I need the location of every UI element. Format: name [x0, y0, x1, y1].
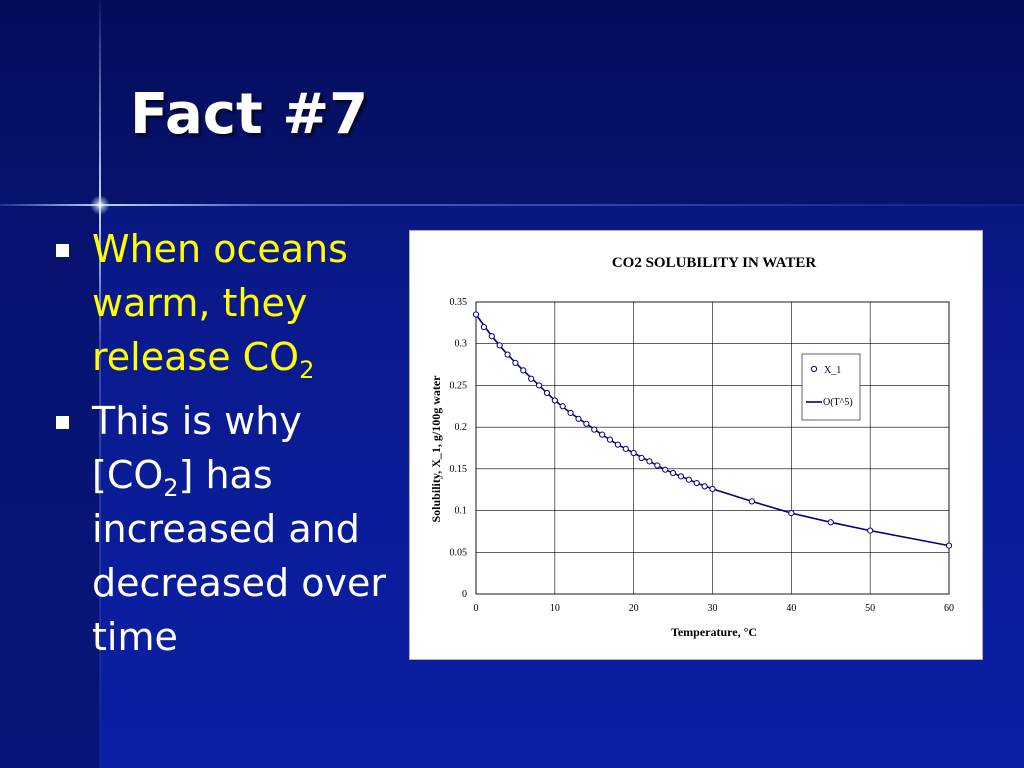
data-point — [504, 351, 511, 358]
x-tick-label: 50 — [865, 603, 875, 614]
data-point — [528, 375, 535, 382]
data-points — [472, 311, 953, 549]
x-tick-label: 10 — [550, 603, 560, 614]
data-point — [543, 389, 551, 397]
y-tick-label: 0.35 — [450, 297, 468, 308]
legend-label-2: O(T^5) — [823, 397, 853, 408]
bullet-2-text: This is why [CO — [92, 399, 302, 497]
data-point — [614, 441, 621, 448]
decor-vertical-line — [99, 0, 101, 768]
y-tick-label: 0 — [462, 589, 467, 600]
title-band — [0, 0, 1024, 205]
data-point — [693, 479, 700, 487]
decor-horizontal-line — [0, 204, 1024, 206]
decor-star-icon — [90, 195, 110, 215]
data-point — [748, 498, 756, 505]
slide-title: Fact #7 — [130, 82, 369, 147]
plot-area-border — [475, 301, 950, 595]
data-point — [654, 462, 661, 469]
y-tick-label: 0.15 — [450, 464, 468, 475]
x-tick-label: 20 — [629, 603, 639, 614]
data-point — [867, 527, 874, 534]
x-tick-labels: 0 10 20 30 40 50 60 — [474, 603, 955, 614]
bullet-1-text: When oceans warm, they release CO — [92, 227, 348, 379]
chart-title: CO2 SOLUBILITY IN WATER — [612, 255, 817, 271]
data-point — [480, 323, 487, 331]
data-point — [709, 485, 716, 492]
data-point — [827, 519, 834, 526]
data-point — [638, 454, 645, 462]
bullet-square-icon — [56, 244, 69, 257]
data-point — [669, 469, 677, 477]
legend-label-1: X_1 — [824, 365, 841, 376]
data-point — [551, 397, 558, 404]
solubility-chart: CO2 SOLUBILITY IN WATER 0 10 20 30 40 50 60 00… — [429, 255, 955, 639]
data-point — [677, 473, 685, 480]
left-band — [0, 205, 100, 768]
data-point — [701, 483, 708, 490]
data-point — [520, 367, 527, 374]
y-tick-label: 0.2 — [455, 422, 468, 433]
data-point — [662, 466, 669, 473]
data-point — [788, 509, 795, 517]
chart-grid — [475, 301, 950, 595]
data-point — [559, 403, 566, 410]
legend-box — [801, 353, 861, 421]
x-axis-label: Temperature, °C — [671, 625, 757, 639]
data-point — [622, 445, 629, 452]
y-tick-labels: 0 0.05 0.1 0.15 0.2 0.25 0.3 0.35 — [450, 297, 468, 600]
x-tick-label: 40 — [786, 603, 796, 614]
bullet-2-subscript: 2 — [163, 474, 179, 502]
y-tick-label: 0.1 — [455, 506, 468, 517]
x-tick-label: 30 — [708, 603, 718, 614]
y-tick-label: 0.3 — [455, 339, 468, 350]
y-axis-label: Solubility, X_1, g/100g water — [429, 375, 443, 523]
data-point — [646, 458, 653, 465]
data-point — [496, 342, 503, 349]
data-point — [599, 431, 606, 438]
data-point — [685, 476, 692, 483]
bullet-1-subscript: 2 — [299, 356, 315, 384]
data-point — [630, 449, 637, 457]
bullet-square-icon — [56, 416, 69, 429]
bullet-item-2: This is why [CO2] has increased and decr… — [56, 394, 396, 664]
x-tick-label: 0 — [474, 603, 479, 614]
legend-marker-icon — [810, 365, 818, 373]
chart-legend: X_1 O(T^5) — [801, 353, 861, 421]
y-tick-label: 0.05 — [450, 547, 468, 558]
bullet-item-1: When oceans warm, they release CO2 — [56, 222, 396, 384]
data-point — [591, 426, 598, 433]
bullet-list: When oceans warm, they release CO2 This … — [56, 222, 396, 674]
data-point — [472, 311, 480, 318]
x-tick-label: 60 — [944, 603, 954, 614]
y-tick-label: 0.25 — [450, 380, 468, 391]
data-point — [606, 436, 614, 443]
data-point — [512, 359, 519, 367]
data-point — [583, 420, 590, 427]
data-point — [575, 415, 582, 422]
data-point — [488, 333, 495, 340]
bullet-2-text-end: ] has increased and decreased over time — [92, 453, 386, 659]
data-point — [535, 382, 543, 389]
data-point — [567, 409, 574, 417]
data-point — [945, 542, 953, 549]
